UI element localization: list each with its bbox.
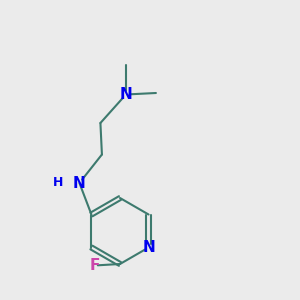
Text: H: H xyxy=(52,176,63,189)
Text: N: N xyxy=(142,240,155,255)
Text: N: N xyxy=(73,176,86,190)
Text: F: F xyxy=(89,258,100,273)
Text: N: N xyxy=(119,87,132,102)
